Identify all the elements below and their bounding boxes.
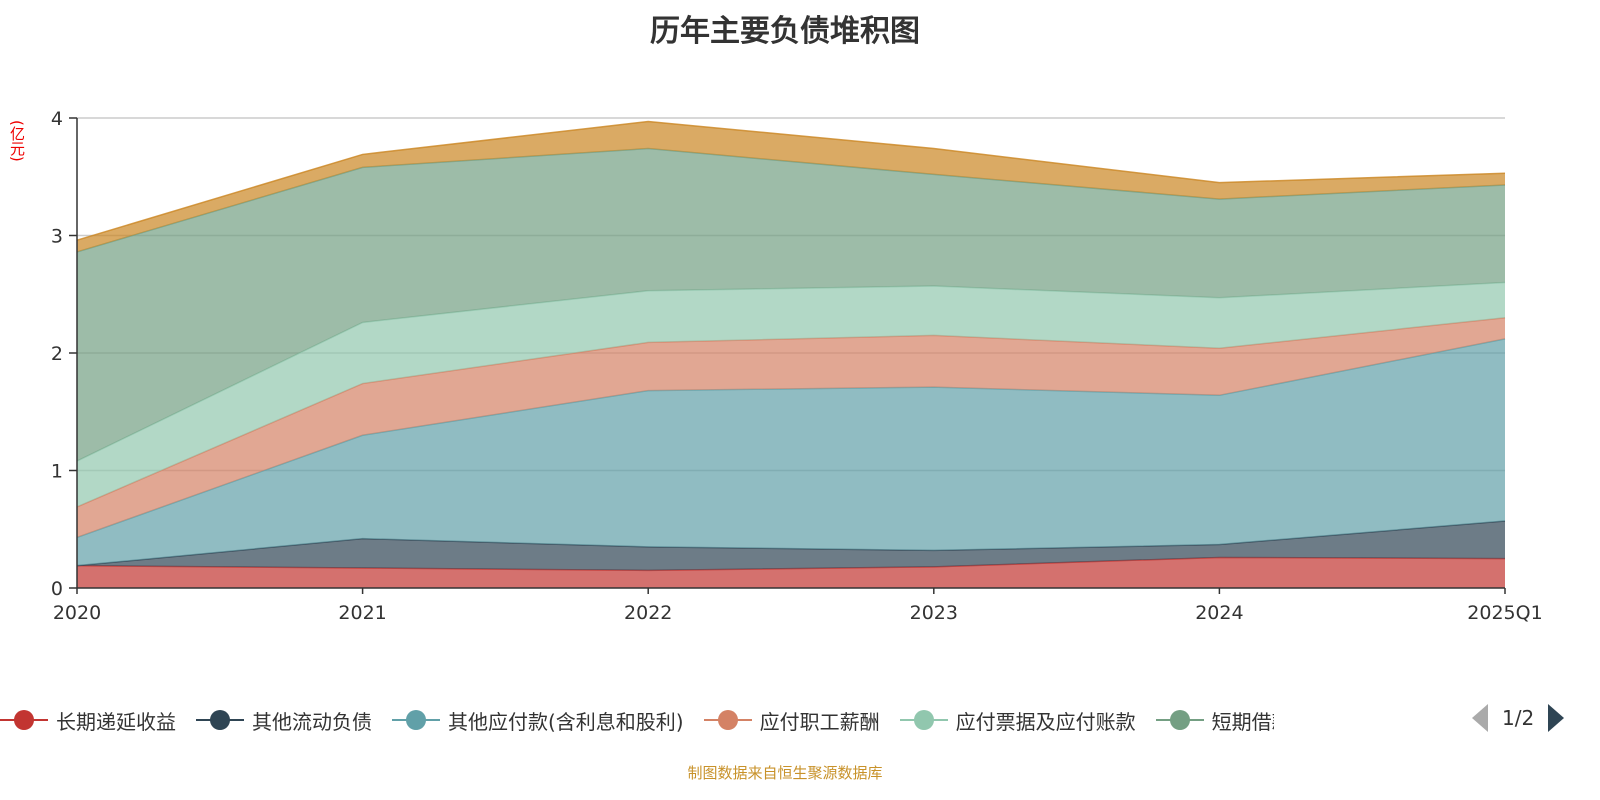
x-tick-label: 2023 — [910, 602, 958, 624]
legend-marker-icon — [1155, 708, 1204, 732]
legend-item[interactable]: 其他应付款(含利息和股利) — [392, 706, 684, 735]
legend-item[interactable]: 应付职工薪酬 — [703, 706, 880, 735]
data-source: 制图数据来自恒生聚源数据库 — [687, 764, 883, 782]
area-series-0 — [77, 557, 1505, 588]
legend-item[interactable]: 应付票据及应付账款 — [899, 706, 1136, 735]
x-tick-label: 2020 — [53, 602, 101, 624]
x-tick-label: 2024 — [1195, 602, 1243, 624]
legend-pager: 1/2 — [1472, 704, 1565, 732]
area-series-3 — [77, 317, 1505, 538]
legend-marker-icon — [196, 708, 244, 732]
legend-page: 1/2 — [1502, 706, 1535, 730]
x-tick-label: 2025Q1 — [1467, 602, 1542, 624]
legend-label: 短期借款 — [1211, 709, 1274, 734]
area-series-6 — [77, 121, 1505, 252]
legend-item[interactable]: 其他流动负债 — [196, 706, 372, 735]
legend-next-icon[interactable] — [1548, 704, 1565, 732]
legend-marker-icon — [392, 708, 440, 732]
y-tick-label: 0 — [51, 578, 63, 600]
area-series-4 — [77, 282, 1505, 507]
stacked-area-chart: 0 1 2 3 4 2020 2021 2022 2023 2024 2025Q1 — [51, 108, 1543, 624]
legend-label: 应付票据及应付账款 — [955, 709, 1136, 734]
legend-item[interactable]: 短期借款 — [1155, 706, 1274, 735]
legend-label: 其他应付款(含利息和股利) — [448, 709, 684, 734]
area-series-5 — [77, 148, 1505, 462]
legend-marker-icon — [703, 708, 752, 732]
legend-item[interactable]: 长期递延收益 — [0, 706, 176, 735]
legend-marker-icon — [0, 708, 48, 732]
y-tick-label: 4 — [51, 108, 63, 130]
area-series-2 — [77, 338, 1505, 566]
legend-label: 应付职工薪酬 — [759, 709, 880, 734]
area-line-5 — [76, 147, 1506, 253]
legend: 长期递延收益 其他流动负债 其他应付款(含利息和股利) 应付职工薪酬 应付票据及应付账款… — [0, 706, 1294, 734]
y-tick-label: 3 — [51, 226, 63, 248]
legend-label: 其他流动负债 — [252, 709, 372, 734]
legend-marker-icon — [899, 708, 948, 732]
area-series-1 — [77, 521, 1505, 571]
area-line-2 — [76, 338, 1506, 539]
y-tick-label: 2 — [51, 343, 63, 365]
y-tick-label: 1 — [51, 461, 63, 483]
area-line-6 — [76, 120, 1506, 241]
x-tick-label: 2022 — [624, 602, 672, 624]
x-tick-label: 2021 — [338, 602, 386, 624]
legend-prev-icon[interactable] — [1472, 704, 1488, 732]
legend-label: 长期递延收益 — [56, 709, 176, 734]
y-axis-unit: (亿元) — [8, 120, 26, 162]
chart-title: 历年主要负债堆积图 — [650, 14, 920, 49]
